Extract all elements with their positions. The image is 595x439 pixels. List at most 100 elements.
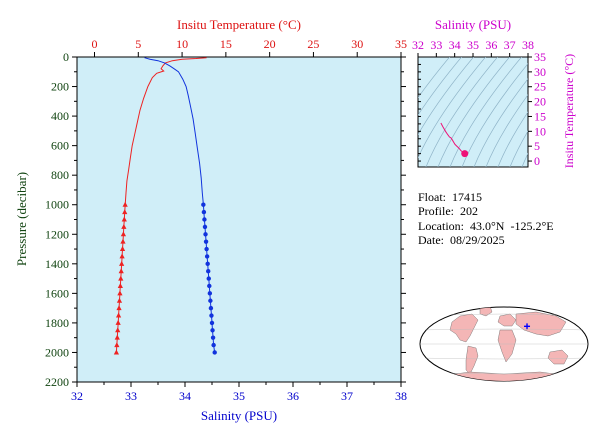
y-tick-label: 2000 — [45, 345, 69, 359]
y-tick-label: 2200 — [45, 375, 69, 389]
location-info: Location: 43.0°N -125.2°E — [418, 219, 554, 233]
temperature-point — [119, 260, 125, 266]
float-value: 17415 — [452, 190, 483, 204]
salinity-point — [204, 254, 210, 259]
temperature-point — [114, 334, 120, 340]
ts-right-tick-label: 5 — [534, 139, 540, 153]
ts-right-axis-label: Insitu Temperature (°C) — [562, 54, 576, 168]
density-contour — [449, 57, 523, 167]
density-contour — [418, 57, 463, 116]
float-marker — [524, 323, 531, 330]
salinity-point — [206, 269, 211, 274]
top-tick-label: 35 — [395, 37, 407, 51]
ts-point — [461, 150, 469, 158]
location-label: Location: — [418, 219, 464, 233]
temperature-point — [118, 268, 124, 274]
ts-top-axis-label: Salinity (PSU) — [435, 17, 511, 32]
salinity-point — [208, 298, 213, 303]
bottom-tick-label: 38 — [395, 389, 407, 403]
density-contour — [509, 130, 528, 167]
profile-plot: 0200400600800100012001400160018002000220… — [14, 17, 407, 423]
ts-top-tick-label: 32 — [412, 38, 424, 52]
density-contour — [418, 57, 475, 136]
temperature-point — [113, 349, 120, 355]
temperature-point — [117, 282, 123, 288]
ts-top-tick-label: 37 — [504, 38, 516, 52]
bottom-tick-label: 37 — [341, 389, 353, 403]
ts-series — [440, 122, 469, 158]
top-tick-label: 25 — [307, 37, 319, 51]
salinity-point — [202, 224, 208, 230]
salinity-point — [212, 350, 217, 355]
temperature-point — [119, 246, 126, 252]
temperature-point — [120, 238, 126, 244]
salinity-point — [210, 335, 216, 340]
top-axis-label: Insitu Temperature (°C) — [177, 17, 301, 32]
ts-top-tick-label: 35 — [467, 38, 479, 52]
salinity-point — [210, 328, 215, 333]
salinity-point — [205, 261, 210, 267]
salinity-point — [204, 246, 209, 252]
y-tick-label: 0 — [63, 50, 69, 64]
land-north-america — [449, 313, 479, 343]
salinity-point — [206, 276, 211, 281]
y-tick-label: 1600 — [45, 286, 69, 300]
y-tick-label: 200 — [51, 80, 69, 94]
salinity-point — [207, 291, 213, 296]
density-contour — [437, 57, 511, 167]
bottom-tick-label: 36 — [287, 389, 299, 403]
salinity-point — [209, 313, 214, 318]
date-label: Date: — [418, 233, 444, 247]
density-contour — [473, 78, 528, 167]
top-tick-label: 30 — [351, 37, 363, 51]
density-contour — [521, 152, 528, 167]
profile-info: Profile: 202 — [418, 204, 478, 218]
salinity-point — [209, 320, 215, 326]
density-contour — [582, 47, 595, 167]
salinity-point — [201, 202, 206, 207]
land-australia — [547, 349, 569, 365]
temperature-point — [119, 253, 125, 259]
temperature-point — [115, 312, 122, 318]
temperature-point — [116, 297, 123, 303]
y-tick-label: 600 — [51, 139, 69, 153]
land-asia — [515, 311, 567, 337]
location-value: 43.0°N -125.2°E — [469, 219, 554, 233]
salinity-point — [207, 283, 212, 289]
bottom-tick-label: 34 — [179, 389, 191, 403]
temperature-point — [115, 319, 121, 325]
ts-right-tick-label: 10 — [534, 124, 546, 138]
top-tick-label: 20 — [264, 37, 276, 51]
salinity-series — [144, 57, 217, 355]
density-contour — [418, 57, 487, 159]
temperature-point — [118, 275, 124, 281]
ts-top-tick-label: 34 — [449, 38, 461, 52]
y-tick-label: 1000 — [45, 198, 69, 212]
bottom-tick-label: 32 — [71, 389, 83, 403]
date-info: Date: 08/29/2025 — [418, 233, 505, 247]
salinity-point — [202, 217, 207, 222]
ts-top-tick-label: 33 — [430, 38, 442, 52]
float-label: Float: — [418, 190, 447, 204]
temperature-point — [122, 209, 128, 215]
temperature-series — [113, 57, 207, 355]
world-map — [419, 306, 589, 382]
ts-top-tick-label: 38 — [522, 38, 534, 52]
ts-top-tick-label: 36 — [485, 38, 497, 52]
salinity-point — [201, 209, 207, 215]
top-tick-label: 5 — [135, 37, 141, 51]
ts-right-tick-label: 15 — [534, 109, 546, 123]
density-contour — [497, 111, 528, 167]
y-tick-label: 400 — [51, 109, 69, 123]
temperature-point — [121, 216, 127, 222]
temperature-point — [120, 231, 127, 237]
salinity-point — [208, 305, 214, 311]
y-tick-label: 1200 — [45, 227, 69, 241]
land-africa — [497, 329, 517, 363]
density-contour — [425, 57, 499, 167]
temperature-point — [122, 201, 128, 207]
y-tick-label: 1800 — [45, 316, 69, 330]
land-south-america — [465, 345, 479, 375]
temperature-point — [114, 342, 120, 348]
